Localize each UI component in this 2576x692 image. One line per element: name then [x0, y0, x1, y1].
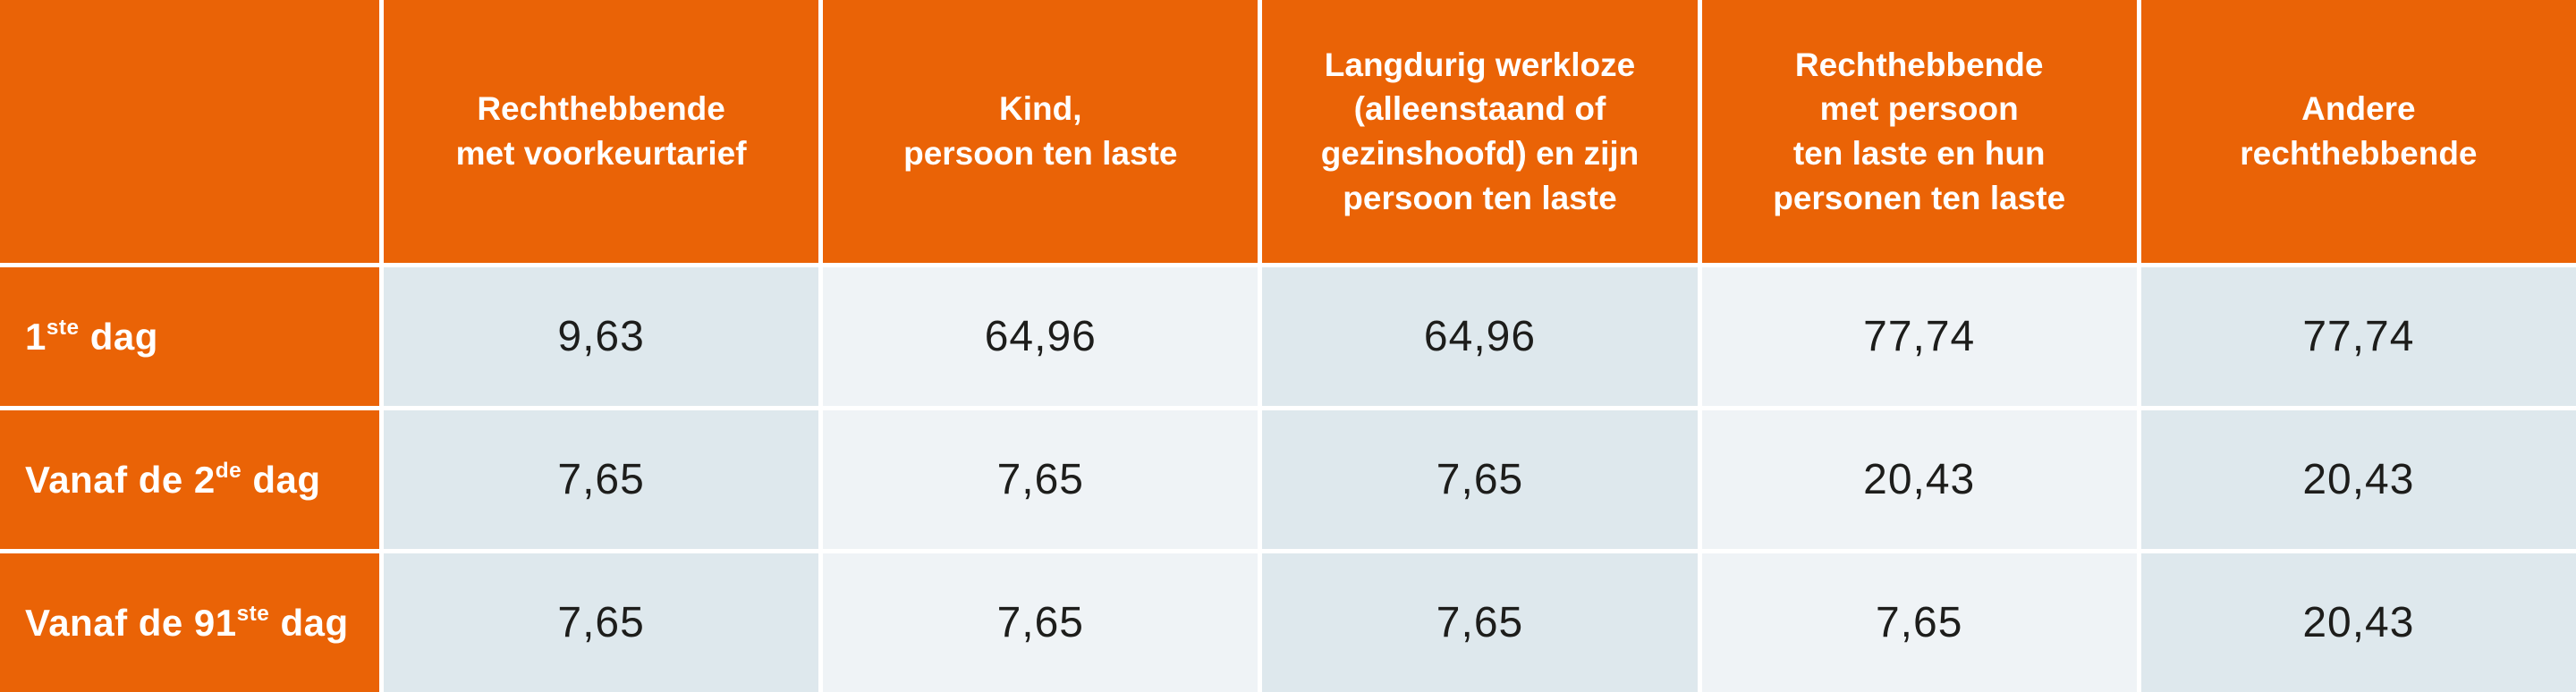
col-header-rechthebbende-met-voorkeurtarief: Rechthebbende met voorkeurtarief	[384, 0, 819, 263]
data-cell-r3c3: 7,65	[1262, 553, 1698, 692]
ordinal-superscript: de	[215, 459, 242, 484]
data-cell-r3c1: 7,65	[384, 553, 819, 692]
data-cell-r1c4: 77,74	[1701, 267, 2137, 406]
row-label-1ste-dag: 1ste dag	[0, 267, 379, 406]
ordinal-superscript: ste	[46, 316, 80, 341]
data-cell-r3c2: 7,65	[823, 553, 1258, 692]
data-cell-r1c3: 64,96	[1262, 267, 1698, 406]
col-header-langdurig-werkloze: Langdurig werkloze (alleenstaand of gezi…	[1262, 0, 1698, 263]
col-header-kind-persoon-ten-laste: Kind, persoon ten laste	[823, 0, 1258, 263]
row-label-vanaf-de-91ste-dag: Vanaf de 91ste dag	[0, 553, 379, 692]
data-cell-r3c4: 7,65	[1701, 553, 2137, 692]
data-cell-r2c2: 7,65	[823, 410, 1258, 549]
row-label-text: Vanaf de 2de dag	[25, 458, 321, 501]
data-cell-r2c3: 7,65	[1262, 410, 1698, 549]
data-cell-r2c5: 20,43	[2140, 410, 2576, 549]
ordinal-superscript: ste	[236, 602, 270, 627]
data-cell-r2c1: 7,65	[384, 410, 819, 549]
data-cell-r1c5: 77,74	[2140, 267, 2576, 406]
row-label-text: 1ste dag	[25, 315, 158, 358]
row-label-text: Vanaf de 91ste dag	[25, 601, 349, 644]
col-header-rechthebbende-met-persoon-ten-laste: Rechthebbende met persoon ten laste en h…	[1701, 0, 2137, 263]
col-header-andere-rechthebbende: Andere rechthebbende	[2140, 0, 2576, 263]
data-cell-r1c1: 9,63	[384, 267, 819, 406]
corner-cell	[0, 0, 379, 263]
row-label-vanaf-de-2de-dag: Vanaf de 2de dag	[0, 410, 379, 549]
data-cell-r2c4: 20,43	[1701, 410, 2137, 549]
data-cell-r3c5: 20,43	[2140, 553, 2576, 692]
data-cell-r1c2: 64,96	[823, 267, 1258, 406]
